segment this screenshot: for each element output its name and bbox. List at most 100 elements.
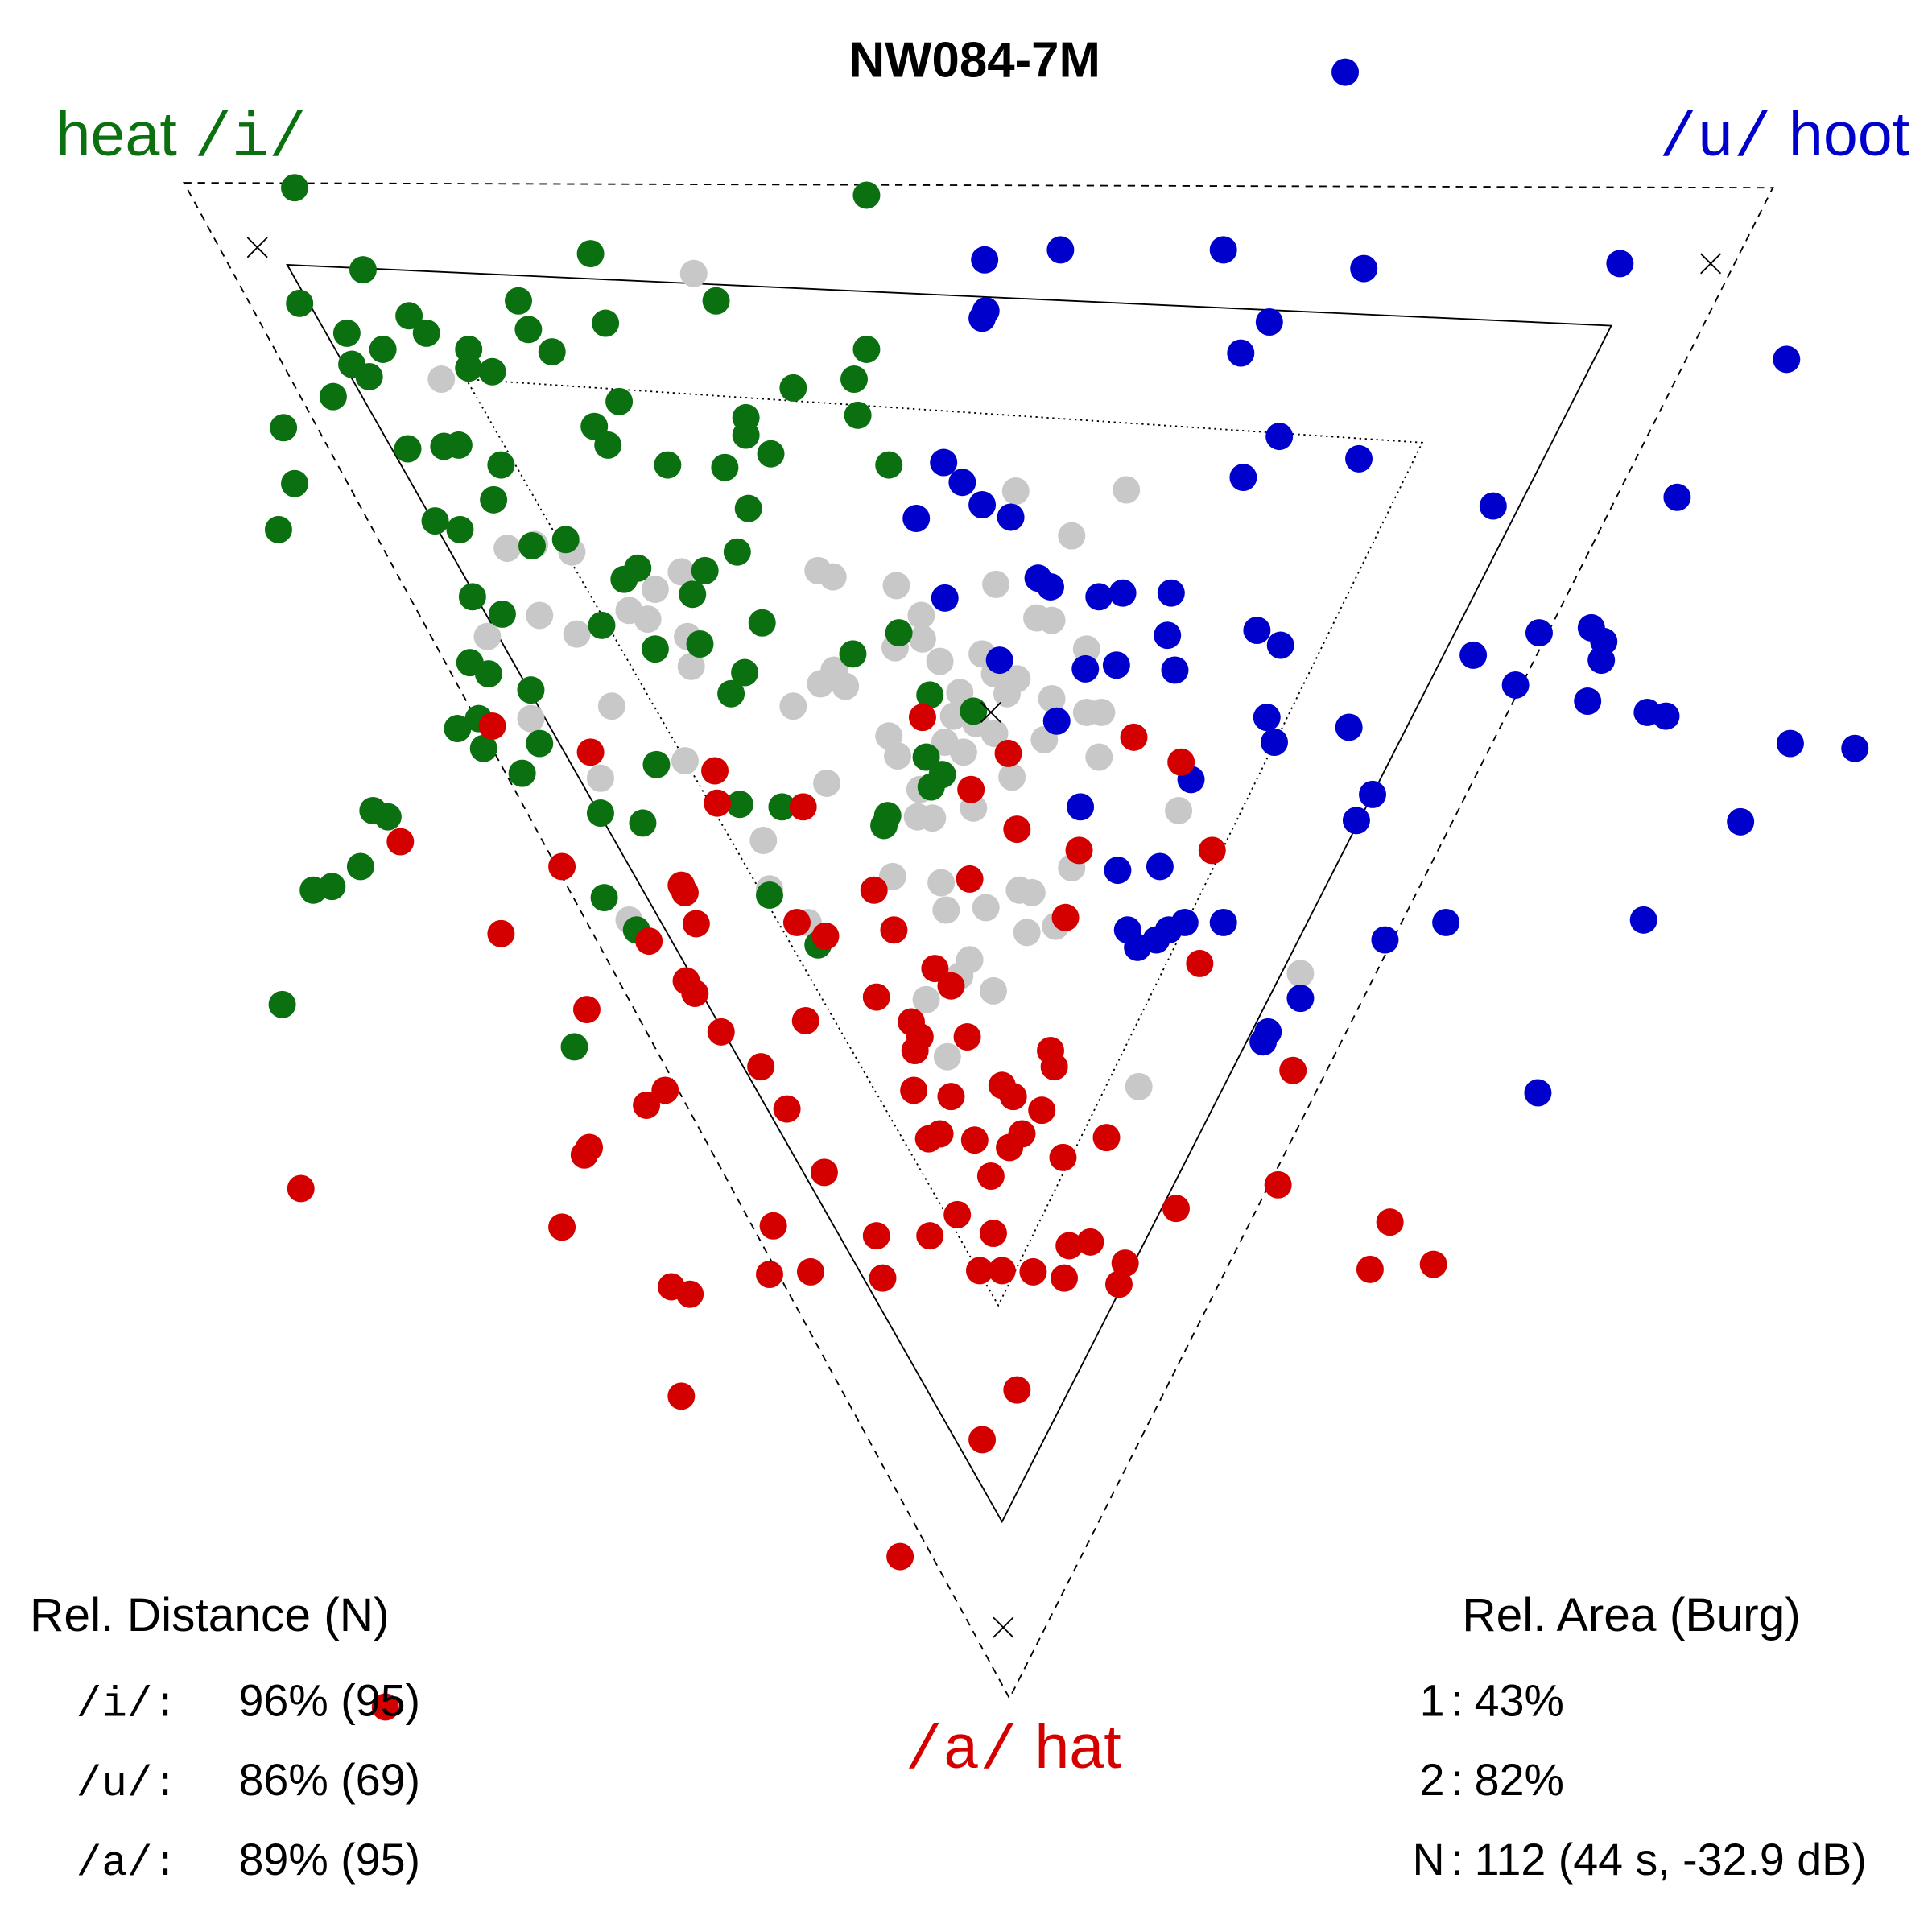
- data-point-u: [1331, 58, 1360, 86]
- rel-area-colon: :: [1451, 1835, 1463, 1885]
- rel-area-value: 43%: [1475, 1675, 1564, 1725]
- solid-triangle: [286, 263, 1613, 1524]
- data-point-other: [634, 605, 662, 634]
- data-point-i: [691, 556, 719, 584]
- data-point-i: [576, 240, 605, 268]
- data-point-i: [444, 715, 472, 743]
- data-point-u: [930, 448, 958, 477]
- data-point-other: [679, 259, 708, 287]
- data-point-other: [908, 625, 936, 653]
- rel-distance-value: 96% (95): [239, 1675, 421, 1725]
- rel-distance-rows: /i/: 96% (95) /u/: 86% (69) /a/: 89% (95…: [76, 1675, 420, 1888]
- data-point-other: [749, 827, 778, 855]
- data-point-other: [979, 976, 1007, 1005]
- data-point-a: [900, 1076, 928, 1104]
- data-point-i: [421, 507, 449, 535]
- data-point-u: [1102, 651, 1130, 679]
- rel-area-label: 2: [1420, 1755, 1445, 1805]
- rel-area-colon: :: [1451, 1755, 1463, 1805]
- data-point-other: [493, 535, 522, 563]
- data-point-other: [526, 601, 554, 630]
- data-point-other: [1018, 878, 1046, 906]
- data-point-other: [949, 738, 977, 766]
- data-point-u: [902, 505, 931, 533]
- data-point-a: [371, 1693, 399, 1721]
- data-point-a: [1186, 949, 1214, 977]
- rel-distance-label: /u/:: [76, 1760, 178, 1808]
- data-point-a: [916, 1222, 944, 1250]
- outer-dashed-triangle: [183, 182, 1774, 1700]
- data-point-u: [1841, 734, 1869, 762]
- data-point-a: [671, 878, 699, 906]
- data-point-a: [782, 908, 811, 936]
- x-marker: [1700, 253, 1722, 275]
- data-point-a: [901, 1037, 929, 1065]
- data-point-i: [610, 565, 638, 593]
- rel-area-heading: Rel. Area (Burg): [1462, 1589, 1801, 1641]
- data-point-u: [1071, 654, 1100, 683]
- data-point-i: [840, 365, 868, 394]
- data-point-other: [517, 704, 545, 733]
- data-point-a: [1264, 1170, 1292, 1199]
- data-point-i: [286, 289, 314, 317]
- data-point-u: [1104, 857, 1132, 885]
- data-point-u: [1342, 807, 1370, 835]
- data-point-a: [747, 1053, 775, 1081]
- data-point-a: [869, 1264, 897, 1292]
- data-point-other: [832, 672, 860, 700]
- data-point-i: [487, 451, 515, 479]
- data-point-other: [677, 652, 705, 680]
- data-point-i: [875, 451, 903, 479]
- data-point-a: [576, 738, 605, 766]
- data-point-a: [926, 1120, 954, 1148]
- data-point-a: [908, 704, 936, 732]
- data-point-other: [932, 896, 960, 924]
- data-point-u: [1253, 704, 1281, 732]
- data-point-other: [813, 769, 841, 797]
- data-point-i: [679, 580, 707, 609]
- data-point-u: [1479, 492, 1507, 520]
- data-point-other: [998, 763, 1026, 791]
- data-point-a: [1120, 723, 1148, 751]
- data-point-other: [779, 692, 807, 720]
- data-point-u: [1042, 707, 1071, 735]
- data-point-u: [1209, 236, 1237, 264]
- chart-title: NW084-7M: [849, 33, 1100, 89]
- data-point-i: [711, 453, 739, 481]
- data-point-a: [791, 1006, 819, 1034]
- data-point-other: [982, 570, 1010, 598]
- data-point-u: [1501, 671, 1530, 699]
- data-point-i: [281, 174, 309, 202]
- data-point-i: [732, 421, 760, 449]
- data-point-other: [597, 692, 625, 720]
- data-point-a: [682, 910, 710, 938]
- data-point-a: [667, 1382, 696, 1410]
- data-point-i: [551, 526, 580, 554]
- rel-distance-label: /i/:: [76, 1680, 178, 1728]
- data-point-u: [1229, 464, 1257, 492]
- corner-label-a: /a/hat: [906, 1712, 1121, 1787]
- data-point-a: [1167, 748, 1195, 776]
- data-point-i: [538, 338, 566, 366]
- data-point-a: [937, 972, 965, 1000]
- data-point-a: [943, 1200, 972, 1228]
- data-point-a: [707, 1018, 735, 1046]
- data-point-other: [1125, 1072, 1153, 1100]
- data-point-a: [548, 852, 576, 881]
- data-point-a: [1162, 1195, 1190, 1223]
- data-point-u: [968, 491, 997, 519]
- data-point-other: [882, 572, 910, 600]
- data-point-a: [957, 775, 985, 803]
- data-point-u: [968, 304, 997, 332]
- data-point-a: [287, 1174, 315, 1203]
- data-point-other: [972, 894, 1000, 922]
- data-point-u: [1108, 579, 1137, 607]
- data-point-a: [1076, 1228, 1104, 1256]
- data-point-a: [1092, 1124, 1121, 1152]
- data-point-other: [1013, 919, 1041, 947]
- data-point-i: [518, 532, 546, 559]
- data-point-u: [1606, 250, 1634, 278]
- data-point-i: [917, 773, 945, 801]
- data-point-u: [948, 469, 976, 497]
- data-point-u: [1286, 985, 1315, 1013]
